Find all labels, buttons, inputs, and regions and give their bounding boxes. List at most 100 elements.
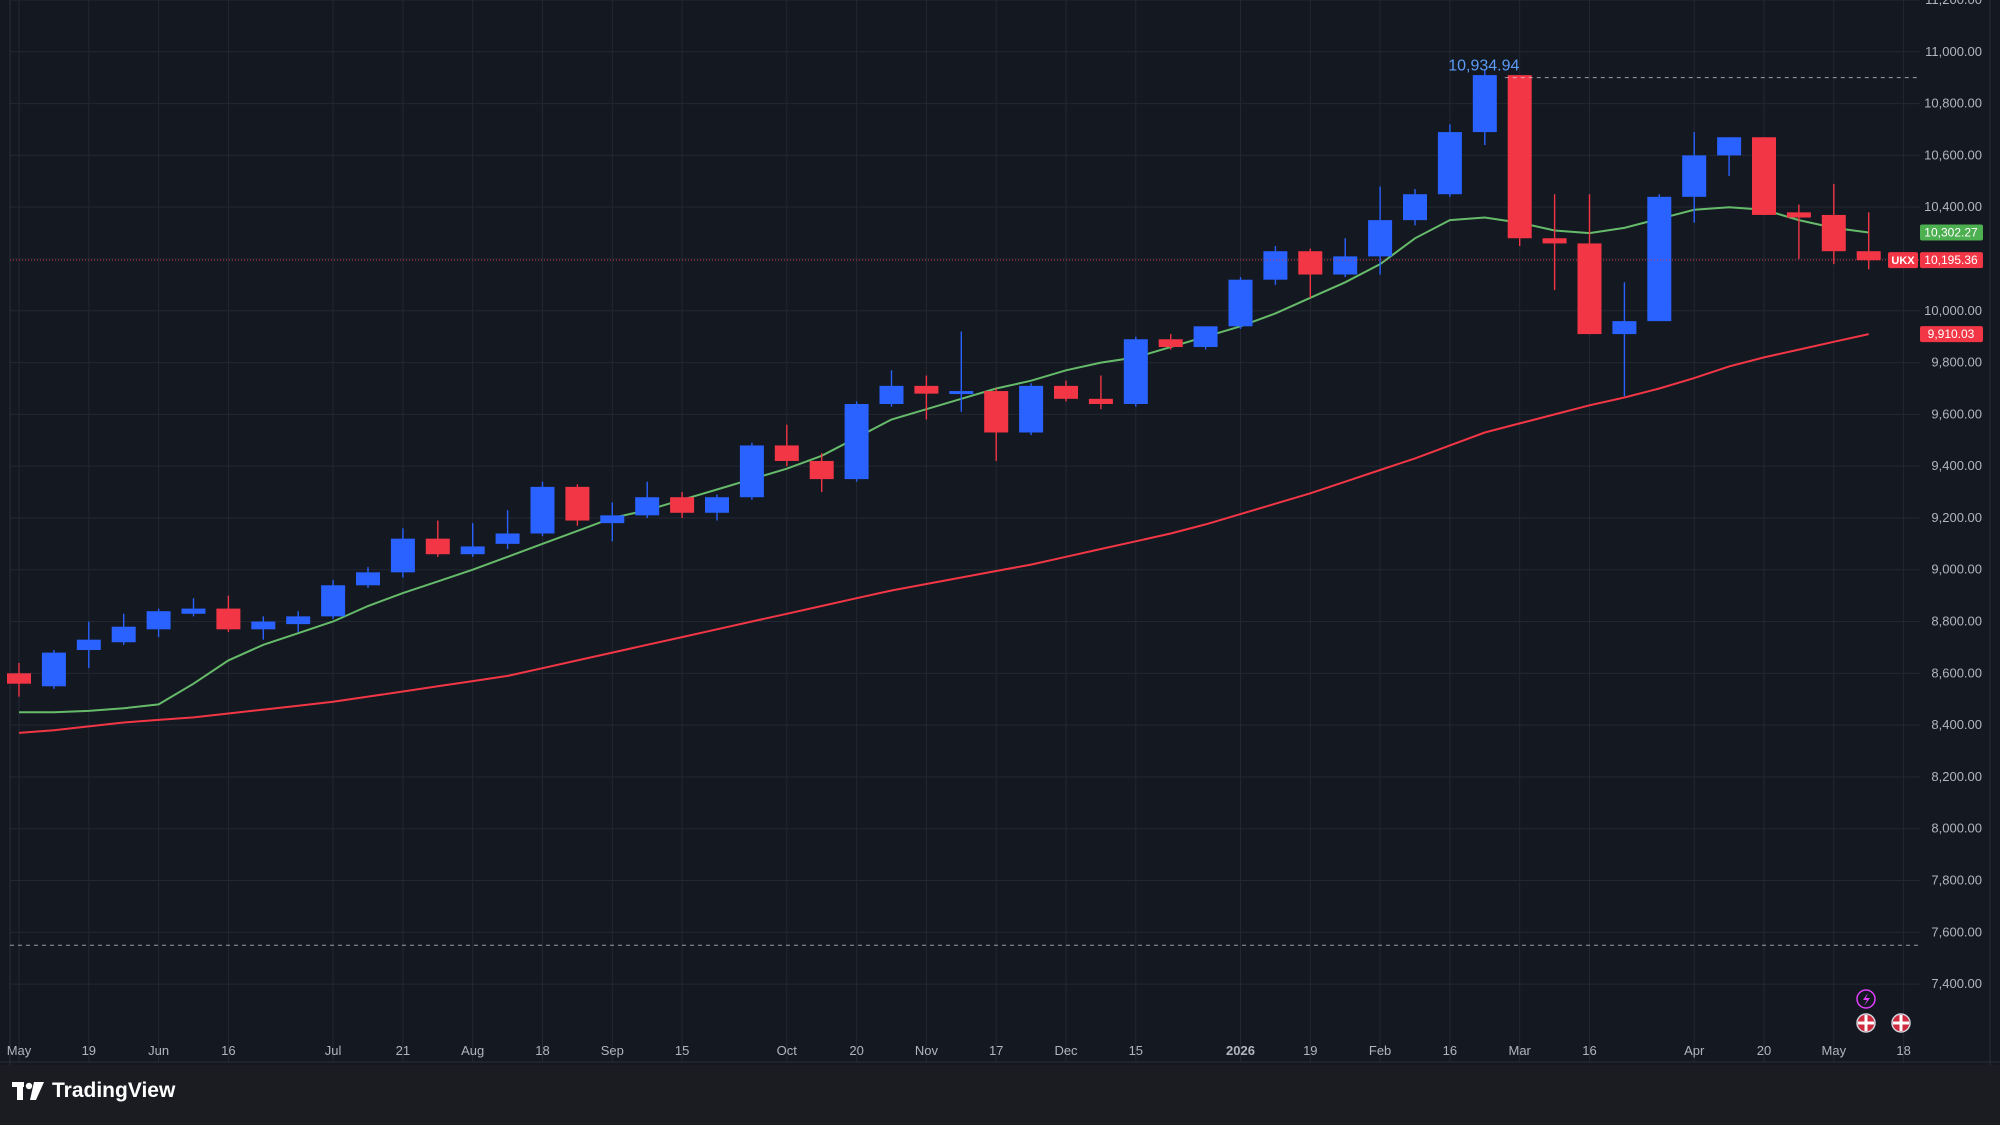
time-tick-label: Jul [325,1043,342,1058]
candle-body [41,652,66,687]
tradingview-logo[interactable]: TradingView [12,1079,175,1103]
candle-body [1856,251,1881,261]
price-tick-label: 8,200.00 [1931,769,1982,784]
candle-body [600,515,625,524]
price-tick-label: 7,800.00 [1931,873,1982,888]
price-tick-label: 8,000.00 [1931,821,1982,836]
price-tick-label: 9,800.00 [1931,355,1982,370]
time-tick-label: Oct [777,1043,798,1058]
ema-long-line [18,333,1869,734]
time-tick-label: Sep [601,1043,624,1058]
candle-body [844,404,869,480]
overlays: 10,934.94 [10,58,1920,946]
price-tick-label: 8,800.00 [1931,614,1982,629]
time-tick-label: Mar [1509,1043,1532,1058]
candle-body [216,608,241,630]
price-tick-label: 9,200.00 [1931,510,1982,525]
candle-body [251,621,276,630]
candle-body [565,486,590,521]
candle-body [984,391,1009,433]
time-tick-label: 17 [989,1043,1003,1058]
price-tick-label: 7,600.00 [1931,924,1982,939]
time-tick-label: 19 [82,1043,96,1058]
time-tick-label: May [1822,1043,1847,1058]
candle-body [7,673,31,684]
tradingview-logo-icon [12,1082,44,1100]
time-axis[interactable]: May 19 Jun 16 Jul 21 Aug 18 Sep 15 Oct 20 Nov 17 Dec 15… [7,1043,1911,1058]
price-tick-label: 10,600.00 [1924,147,1982,162]
price-axis[interactable]: 11,200.00 11,000.00 10,800.00 10,600.00 10,4… [1888,0,1983,991]
time-tick-label: 16 [1582,1043,1596,1058]
candle-body [739,445,764,498]
candle-body [1298,251,1323,275]
time-tick-label: 18 [1896,1043,1910,1058]
candle-body [1403,194,1427,221]
time-tick-label: 16 [221,1043,235,1058]
candlestick-chart[interactable]: 10,934.94 11,200.00 11,000.00 10,800.00 10,… [0,0,2000,1065]
candle-body [111,626,136,643]
candle-body [1542,238,1567,244]
candle-body [914,385,939,394]
candle-body [809,460,834,480]
candle-body [1752,137,1776,215]
candle-body [949,391,974,395]
price-tick-label: 9,600.00 [1931,406,1982,421]
candle-body [1647,196,1672,322]
candle-body [1368,220,1393,257]
time-tick-label: 20 [849,1043,863,1058]
candle-body [1333,256,1358,275]
last-price-label: 10,195.36 [1924,253,1978,267]
time-tick-label: Nov [915,1043,939,1058]
event-icons [1856,989,1911,1033]
time-tick-label: 16 [1443,1043,1457,1058]
price-tick-label: 9,400.00 [1931,458,1982,473]
brand-name: TradingView [52,1079,176,1102]
candle-body [1158,339,1183,348]
candle-body [670,497,695,513]
grid [0,0,2000,1065]
candle-body [1019,385,1044,433]
candle-body [1472,75,1497,133]
candle-body [76,639,101,651]
candles [7,69,1881,697]
candle-body [146,611,171,630]
symbol-tag-bg [1888,252,1918,269]
price-tick-label: 10,400.00 [1924,199,1982,214]
time-tick-label: 2026 [1226,1043,1255,1058]
candle-body [1193,326,1218,348]
ema-long-price-label: 9,910.03 [1928,327,1975,341]
candle-body [1577,243,1602,335]
candle-body [1054,385,1078,399]
candle-body [1717,137,1742,156]
candle-body [705,497,729,513]
ema-long-price-label-bg [1920,326,1983,343]
candle-body [1228,279,1253,327]
candle-body [635,497,660,516]
time-tick-label: 20 [1757,1043,1771,1058]
candle-body [1682,155,1707,197]
last-price-label-bg [1920,252,1983,269]
lightning-icon [1856,989,1876,1009]
candle-body [390,538,415,573]
high-marker-label: 10,934.94 [1448,58,1519,75]
time-tick-label: Dec [1054,1043,1078,1058]
ema-short-price-label: 10,302.27 [1924,225,1978,239]
candle-body [1612,321,1637,335]
time-tick-label: 18 [535,1043,549,1058]
candle-body [1123,339,1148,404]
candle-body [460,546,485,555]
time-tick-label: Feb [1369,1043,1391,1058]
candle-body [181,608,206,614]
time-tick-label: Jun [148,1043,169,1058]
candle-body [1786,212,1811,218]
time-tick-label: 15 [1129,1043,1143,1058]
candle-body [1437,132,1462,195]
price-tick-label: 8,400.00 [1931,717,1982,732]
candle-body [879,385,904,404]
symbol-tag: UKX [1891,255,1915,267]
ema-lines [18,206,1869,734]
candle-body [530,486,555,534]
candle-body [356,572,380,586]
price-tick-label: 10,000.00 [1924,303,1982,318]
